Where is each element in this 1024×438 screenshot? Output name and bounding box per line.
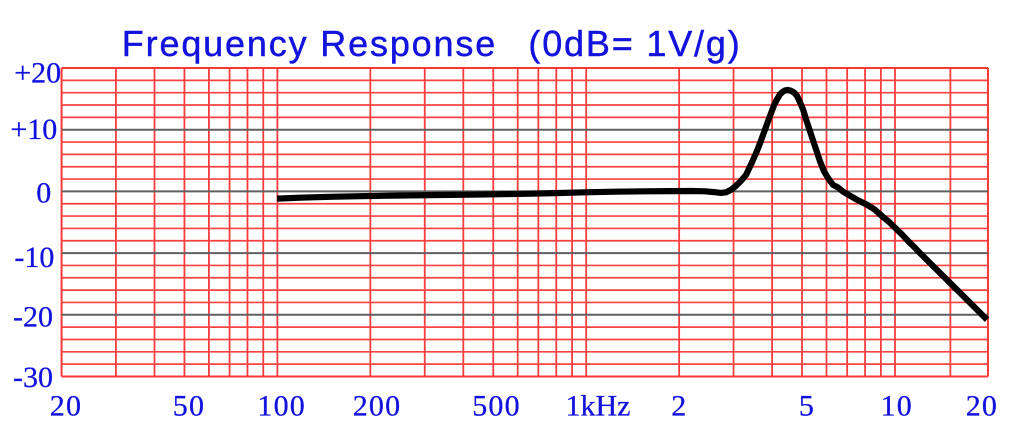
svg-text:0: 0 [36,177,51,210]
svg-text:50: 50 [173,390,205,423]
svg-text:(0dB= 1V/g): (0dB= 1V/g) [528,23,741,64]
svg-text:5: 5 [799,390,815,423]
svg-text:Frequency Response: Frequency Response [122,23,497,64]
svg-text:2: 2 [671,390,687,423]
svg-text:20: 20 [50,390,82,423]
svg-text:500: 500 [472,390,521,423]
svg-text:+20: +20 [14,57,61,90]
svg-text:1kHz: 1kHz [566,390,631,423]
svg-text:20: 20 [966,390,998,423]
svg-text:200: 200 [353,390,402,423]
svg-text:-30: -30 [13,361,53,394]
svg-text:-20: -20 [13,301,53,334]
svg-text:100: 100 [257,390,306,423]
svg-text:+10: +10 [10,113,57,146]
svg-text:10: 10 [881,390,913,423]
svg-text:-10: -10 [14,241,54,274]
